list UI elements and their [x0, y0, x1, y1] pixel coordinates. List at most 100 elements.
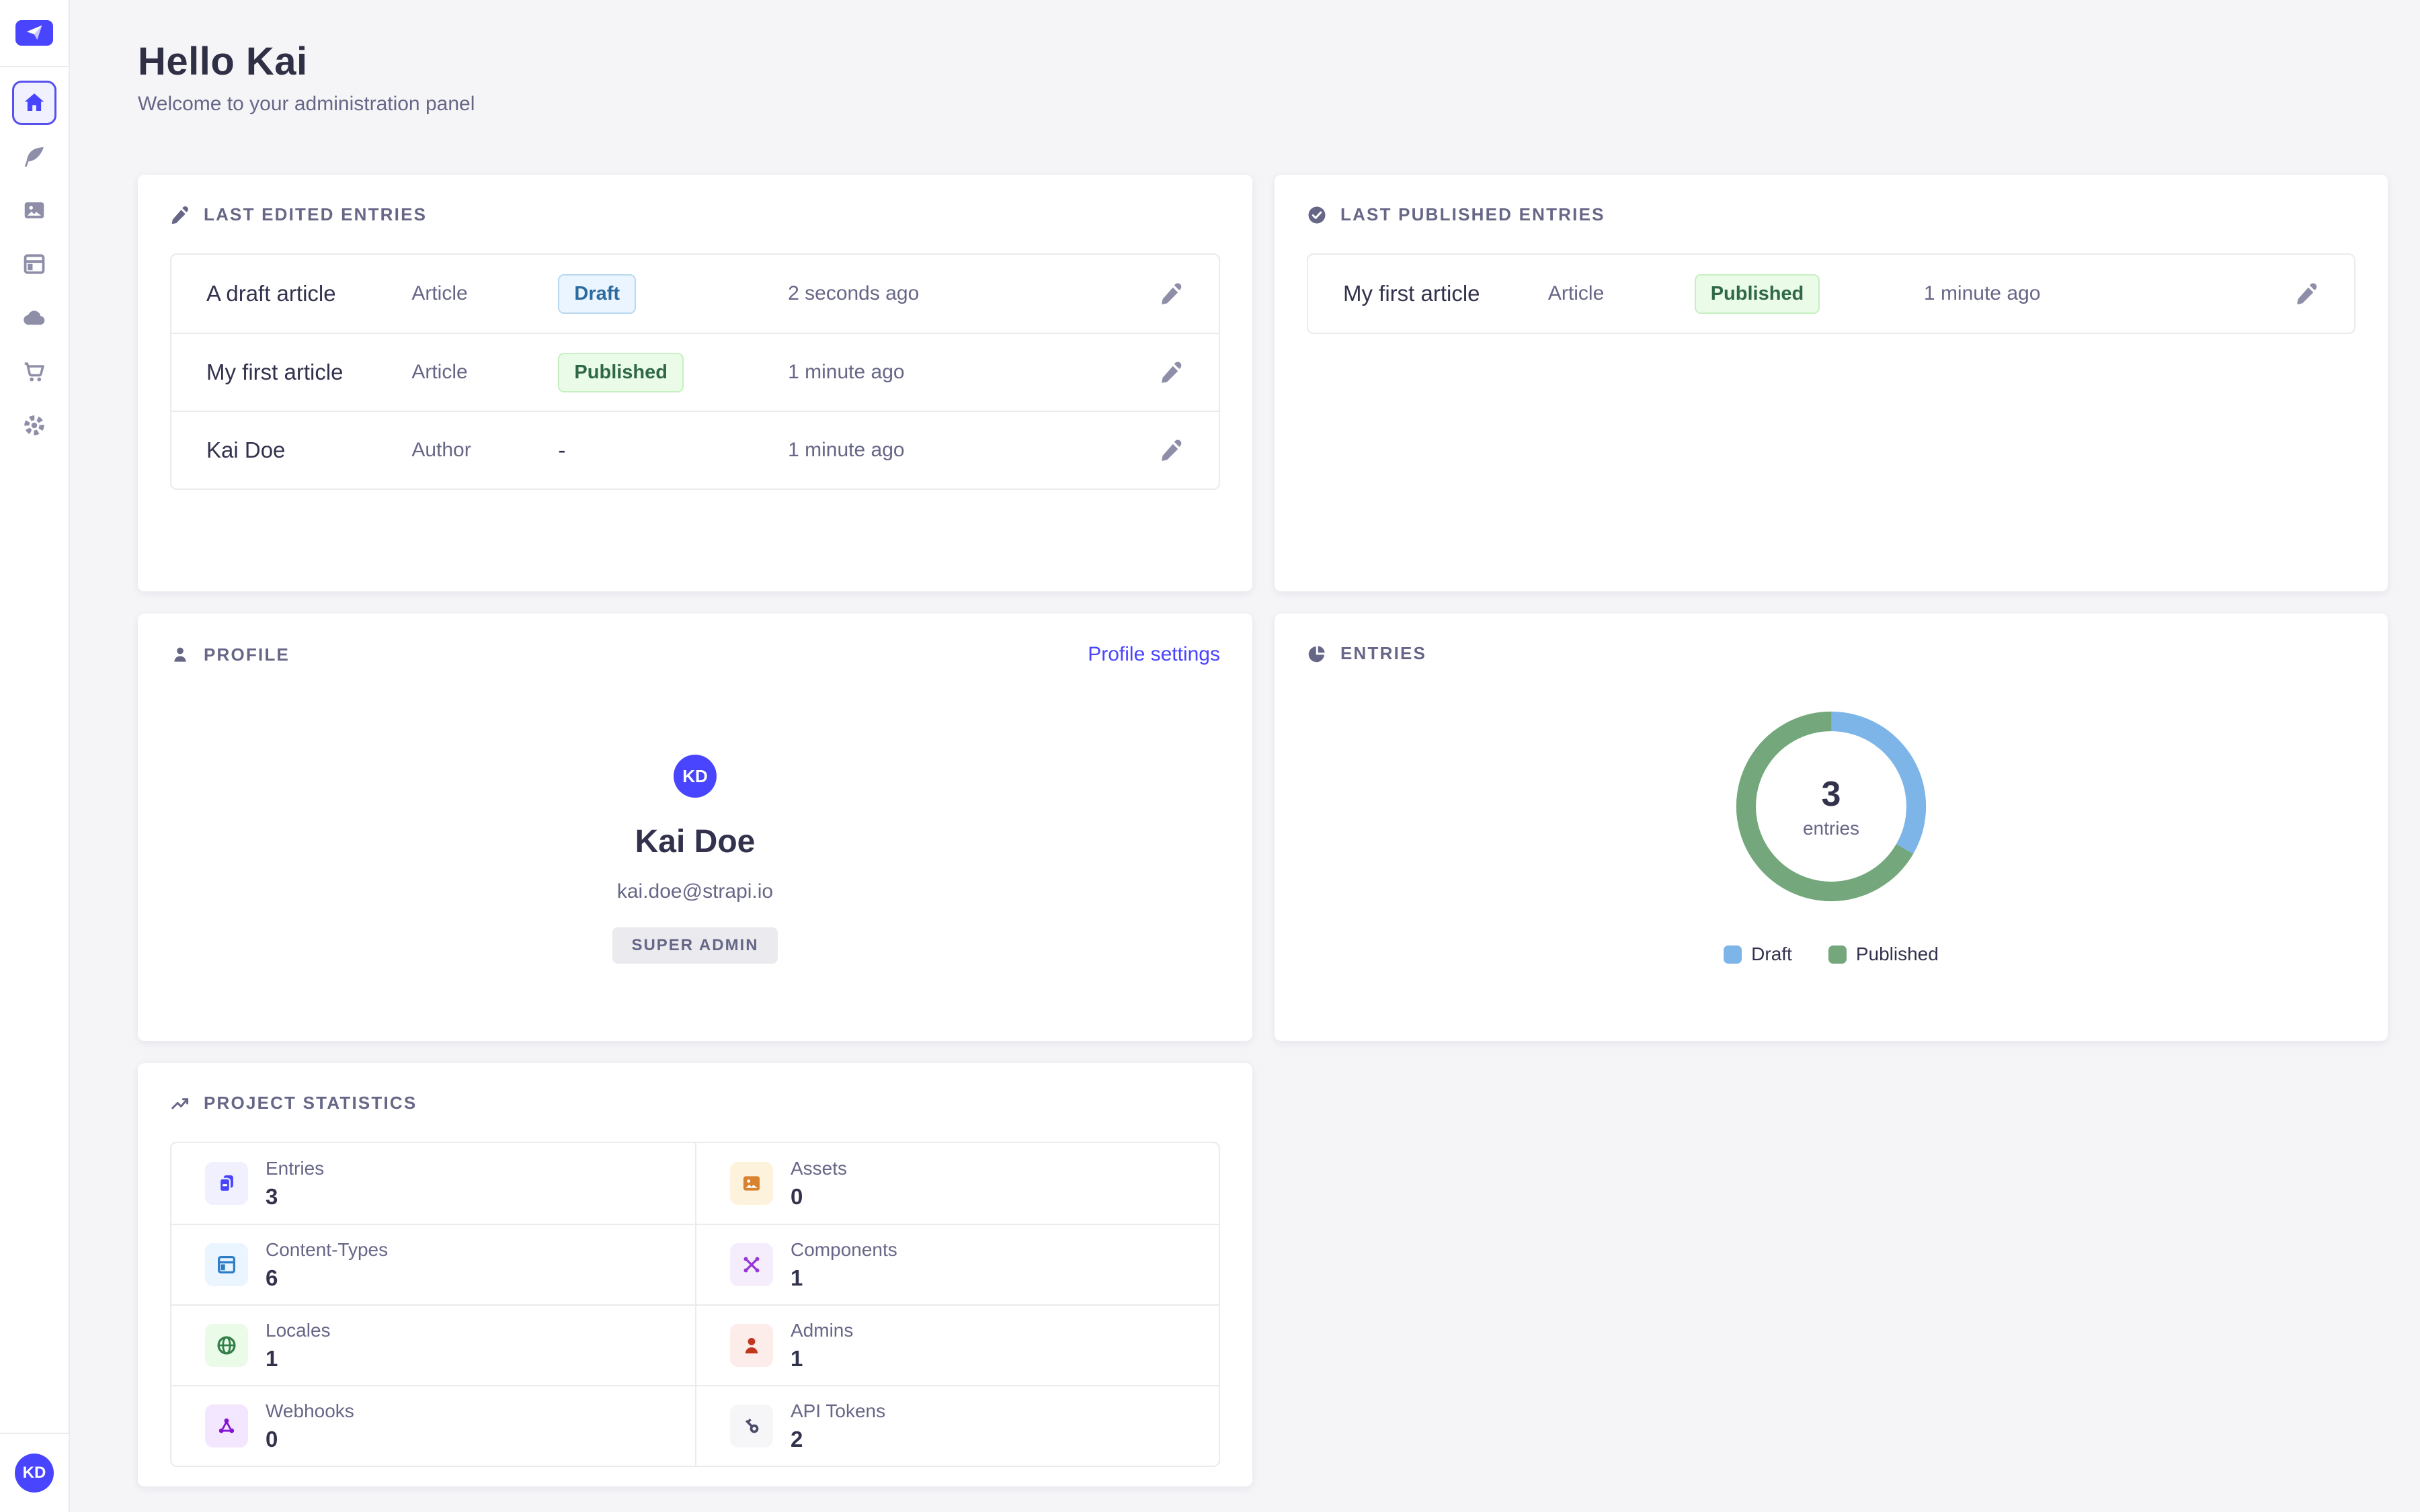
last-edited-table: A draft article Article Draft 2 seconds …: [170, 253, 1220, 490]
sidebar: KD: [0, 0, 70, 1512]
profile-settings-link[interactable]: Profile settings: [1088, 643, 1220, 665]
entry-time: 1 minute ago: [1923, 282, 2041, 304]
status-badge: -: [558, 437, 566, 462]
edit-pencil-icon: [1162, 362, 1182, 383]
entry-status-cell: Published: [1694, 274, 1924, 314]
card-title: PROFILE: [204, 644, 290, 665]
sidebar-item-media-library[interactable]: [12, 188, 56, 233]
last-published-table: My first article Article Published 1 min…: [1307, 253, 2355, 334]
stat-label: Assets: [791, 1157, 848, 1179]
card-title: ENTRIES: [1340, 643, 1427, 663]
entry-type: Author: [411, 439, 471, 461]
entry-name: Kai Doe: [206, 437, 286, 462]
entry-status-cell: Published: [558, 352, 788, 392]
table-row: My first article Article Published 1 min…: [171, 333, 1219, 411]
edit-pencil-icon: [1162, 439, 1182, 461]
card-title: PROJECT STATISTICS: [204, 1093, 417, 1113]
sidebar-item-content-type-builder[interactable]: [12, 242, 56, 286]
strapi-logo: [15, 20, 53, 46]
card-title: LAST EDITED ENTRIES: [204, 204, 428, 224]
pictures-icon: [24, 202, 44, 218]
trending-up-icon: [171, 1097, 189, 1109]
stat-assets: Assets 0: [695, 1143, 1219, 1224]
entries-chart-card: ENTRIES 3 entries Draft: [1275, 614, 2388, 1041]
cloud-icon: [24, 310, 45, 325]
stat-webhooks: Webhooks 0: [171, 1385, 695, 1466]
stat-components: Components 1: [695, 1224, 1219, 1304]
chart-legend: Draft Published: [1724, 943, 1939, 965]
legend-label: Published: [1855, 943, 1939, 964]
card-header: LAST PUBLISHED ENTRIES: [1307, 204, 2355, 225]
edit-pencil-icon: [2297, 283, 2317, 304]
edit-entry-button[interactable]: [1160, 282, 1184, 306]
entry-name: A draft article: [206, 281, 336, 306]
entry-time: 2 seconds ago: [788, 282, 920, 304]
entry-type: Article: [411, 361, 468, 383]
stat-value: 1: [791, 1345, 803, 1371]
sidebar-nav: [0, 67, 69, 448]
legend-item-draft: Draft: [1724, 943, 1792, 965]
entries-count-label: entries: [1802, 817, 1860, 839]
donut-center-label: 3 entries: [1733, 708, 1929, 905]
sidebar-footer: KD: [0, 1433, 69, 1512]
role-badge: SUPER ADMIN: [612, 927, 778, 964]
statistics-table: Entries 3 Assets 0 Content-Types 6: [170, 1142, 1220, 1467]
dashboard-grid: LAST EDITED ENTRIES A draft article Arti…: [138, 175, 2388, 1486]
sidebar-item-cloud[interactable]: [12, 296, 56, 340]
page-subtitle: Welcome to your administration panel: [138, 93, 475, 115]
gear-icon: [24, 415, 44, 435]
edit-pencil-icon: [1162, 283, 1182, 304]
stat-label: Locales: [266, 1319, 331, 1341]
last-edited-entries-card: LAST EDITED ENTRIES A draft article Arti…: [138, 175, 1252, 591]
draft-swatch: [1724, 945, 1742, 964]
profile-avatar: KD: [674, 755, 717, 798]
picture-icon: [730, 1162, 773, 1205]
entries-count: 3: [1821, 774, 1841, 814]
entry-time: 1 minute ago: [788, 439, 905, 461]
edit-entry-button[interactable]: [1160, 360, 1184, 384]
stat-entries: Entries 3: [171, 1143, 695, 1224]
card-header: ENTRIES: [1307, 643, 2355, 664]
layout-icon: [205, 1243, 248, 1286]
documents-icon: [205, 1162, 248, 1205]
check-circle-icon: [1308, 206, 1326, 223]
pencil-icon: [171, 206, 188, 224]
project-statistics-card: PROJECT STATISTICS Entries 3 Assets 0: [138, 1063, 1252, 1486]
profile-email: kai.doe@strapi.io: [616, 880, 774, 902]
sidebar-item-marketplace[interactable]: [12, 349, 56, 394]
stat-content-types: Content-Types 6: [171, 1224, 695, 1304]
stat-value: 0: [791, 1183, 803, 1209]
sidebar-item-home[interactable]: [12, 81, 56, 125]
card-header: LAST EDITED ENTRIES: [170, 204, 1220, 225]
donut-chart: 3 entries: [1733, 708, 1929, 905]
stat-value: 0: [266, 1426, 278, 1452]
last-published-entries-card: LAST PUBLISHED ENTRIES My first article …: [1275, 175, 2388, 591]
profile-name: Kai Doe: [635, 824, 756, 859]
stat-label: Entries: [266, 1157, 325, 1179]
stat-value: 3: [266, 1183, 278, 1209]
legend-label: Draft: [1751, 943, 1792, 964]
table-row: A draft article Article Draft 2 seconds …: [171, 255, 1219, 333]
layout-icon: [24, 254, 45, 274]
sidebar-item-settings[interactable]: [12, 403, 56, 448]
profile-card: PROFILE Profile settings KD Kai Doe kai.…: [138, 614, 1252, 1041]
status-badge: Published: [1694, 274, 1820, 314]
entry-status-cell: Draft: [558, 274, 788, 314]
card-title: LAST PUBLISHED ENTRIES: [1340, 204, 1605, 224]
stat-value: 2: [791, 1426, 803, 1452]
donut-chart-area: 3 entries Draft Published: [1307, 708, 2355, 965]
main-content: Hello Kai Welcome to your administration…: [70, 0, 2420, 1512]
stat-label: Admins: [791, 1319, 854, 1341]
edit-entry-button[interactable]: [1160, 438, 1184, 462]
workspace-logo-area: [0, 0, 69, 67]
sidebar-item-content-manager[interactable]: [12, 134, 56, 179]
user-avatar[interactable]: KD: [15, 1454, 54, 1493]
status-badge: Published: [558, 352, 684, 392]
entry-type: Article: [411, 282, 468, 304]
entry-type: Article: [1547, 282, 1605, 304]
feather-icon: [25, 147, 44, 167]
donut-svg: [1736, 711, 1927, 902]
stat-label: Webhooks: [266, 1400, 354, 1421]
edit-entry-button[interactable]: [2295, 282, 2319, 306]
stat-label: API Tokens: [791, 1400, 886, 1421]
